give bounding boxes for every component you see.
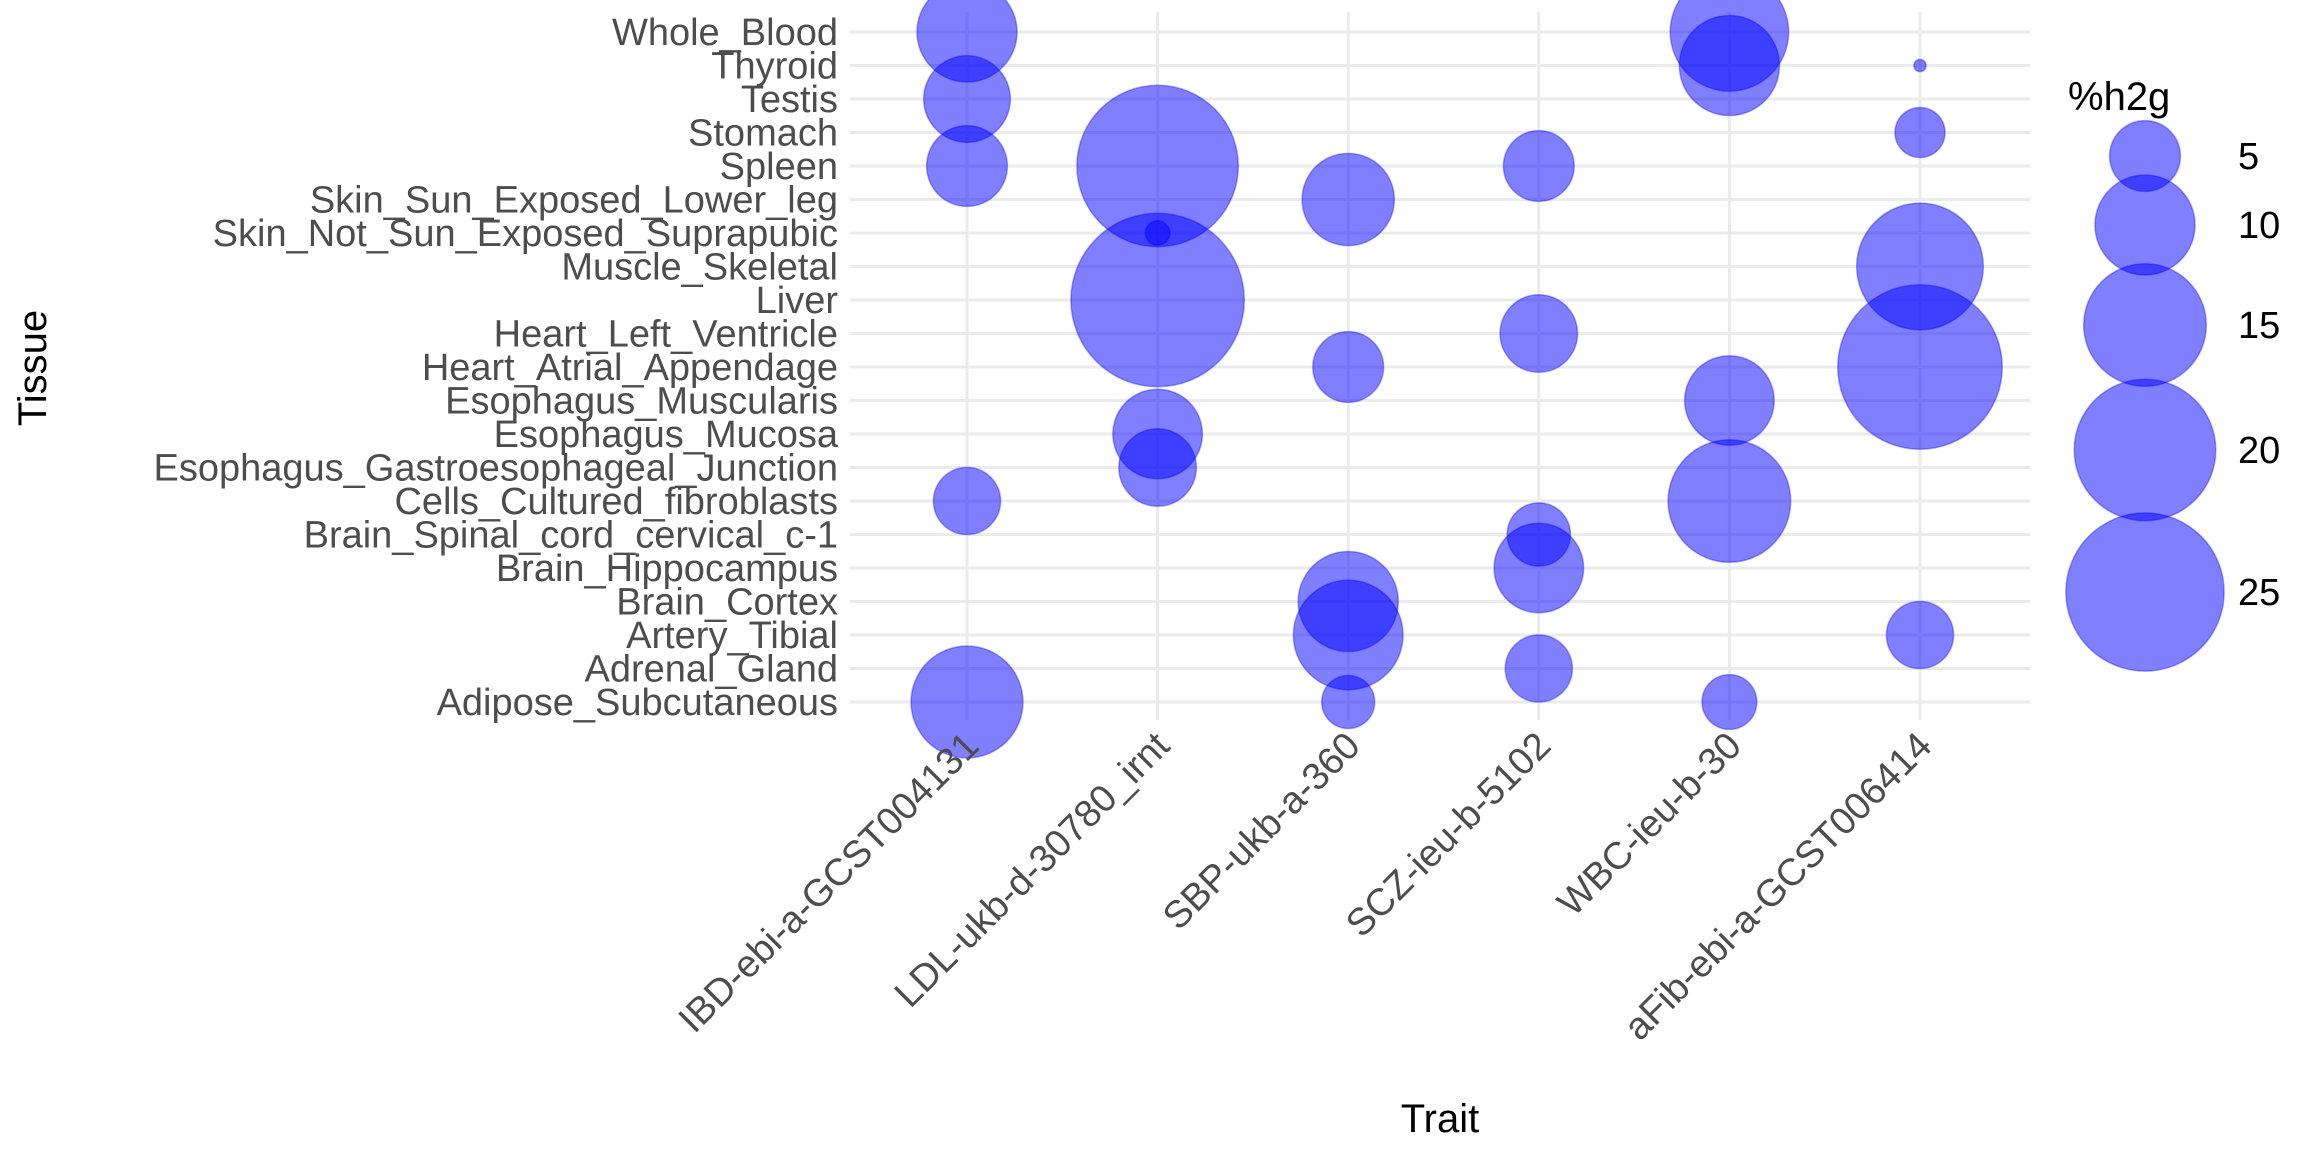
legend-label: 10 [2238,205,2280,247]
data-points [910,0,2004,759]
data-point [1312,330,1385,404]
y-tick-label: Adrenal_Gland [584,649,838,691]
data-point [1836,283,2004,451]
data-point [1913,58,1927,73]
data-point [1118,427,1198,508]
y-tick-label: Stomach [688,113,838,155]
legend-key [2094,174,2196,276]
x-tick-labels: IBD-ebi-a-GCST004131LDL-ukb-d-30780_irnt… [671,724,1940,1048]
data-point [1678,14,1781,117]
y-tick-label: Spleen [720,146,838,188]
legend-key [2065,512,2225,672]
y-tick-label: Skin_Sun_Exposed_Lower_leg [310,180,838,222]
legend-label: 5 [2238,136,2259,178]
y-tick-label: Esophagus_Gastroesophageal_Junction [153,448,838,490]
y-axis-title: Tissue [11,310,55,426]
y-tick-label: Cells_Cultured_fibroblasts [394,481,838,523]
y-tick-label: Heart_Left_Ventricle [494,314,838,356]
data-point [1493,522,1585,614]
data-point [910,645,1024,759]
y-tick-label: Heart_Atrial_Appendage [422,347,838,389]
y-tick-label: Brain_Spinal_cord_cervical_c-1 [304,515,838,557]
y-tick-label: Esophagus_Mucosa [494,414,839,456]
data-point [1070,212,1246,388]
data-point [1504,634,1574,703]
y-tick-label: Brain_Hippocampus [496,548,838,590]
y-tick-label: Brain_Cortex [616,582,838,624]
x-tick-label: WBC-ieu-b-30 [1550,725,1750,925]
data-point [1499,293,1579,374]
data-point [932,466,1002,536]
y-tick-label: Artery_Tibial [626,615,838,657]
y-tick-label: Skin_Not_Sun_Exposed_Suprapubic [213,213,838,255]
size-legend: %h2g 5 10 15 20 25 [2065,75,2280,672]
data-point [1683,354,1775,447]
legend-label: 20 [2238,430,2280,472]
y-tick-label: Whole_Blood [612,12,838,54]
y-tick-label: Adipose_Subcutaneous [437,682,838,724]
x-tick-label: SCZ-ieu-b-5102 [1338,725,1559,946]
legend-key [2082,262,2208,388]
y-tick-label: Thyroid [711,46,838,88]
data-point [1292,579,1404,691]
y-tick-label: Muscle_Skeletal [561,247,838,289]
data-point [1701,673,1758,731]
data-point [1301,152,1396,247]
legend-key [2073,378,2217,522]
y-tick-label: Esophagus_Muscularis [445,381,838,423]
data-point [925,124,1009,208]
data-point [1667,438,1792,564]
y-tick-label: Liver [756,280,839,322]
legend-title: %h2g [2068,75,2170,119]
legend-label: 15 [2238,305,2280,347]
x-tick-label: IBD-ebi-a-GCST004131 [671,725,987,1041]
data-point [1885,600,1955,670]
y-tick-label: Testis [741,79,838,121]
x-tick-label: SBP-ukb-a-360 [1155,725,1368,938]
x-tick-label: aFib-ebi-a-GCST006414 [1616,725,1940,1049]
legend-label: 25 [2238,572,2280,614]
y-tick-labels: Adipose_SubcutaneousAdrenal_GlandArtery_… [153,12,838,724]
data-point [1894,106,1946,159]
data-point [1502,129,1575,203]
x-axis-title: Trait [1401,1097,1480,1141]
data-point [1320,674,1376,730]
legend-items: 5 10 15 20 25 [2065,119,2280,672]
